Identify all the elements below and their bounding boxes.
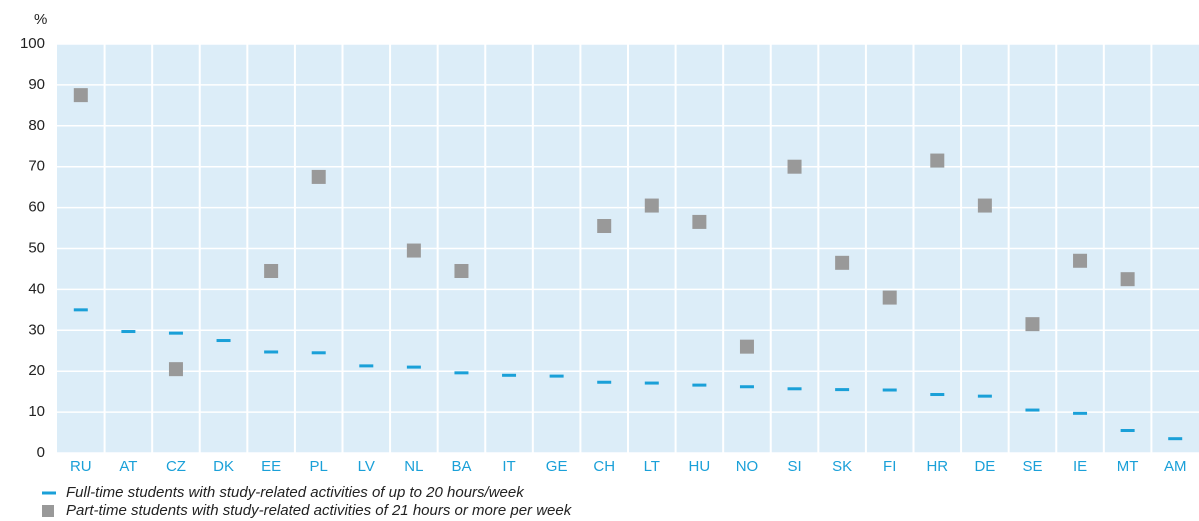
dash-marker: [406, 365, 421, 369]
square-marker: [597, 219, 612, 234]
dash-marker: [264, 350, 279, 354]
x-tick-label: IT: [502, 458, 515, 475]
square-marker: [168, 362, 183, 377]
square-marker: [406, 243, 421, 258]
x-tick-label: NL: [404, 458, 423, 475]
dash-marker: [882, 388, 897, 392]
dash-marker: [311, 351, 326, 355]
x-tick-label: SK: [832, 458, 852, 475]
dash-marker: [1120, 429, 1135, 433]
dash-marker: [121, 330, 136, 334]
x-tick-label: PL: [310, 458, 328, 475]
legend-swatch: [42, 491, 56, 495]
x-tick-label: LT: [644, 458, 660, 475]
square-marker: [1073, 253, 1088, 268]
square-marker: [692, 214, 707, 229]
y-tick-label: 10: [28, 403, 45, 420]
y-tick-label: 80: [28, 117, 45, 134]
x-tick-label: SI: [787, 458, 801, 475]
square-marker: [264, 263, 279, 278]
square-marker: [835, 255, 850, 270]
dash-marker: [502, 373, 517, 377]
square-marker: [739, 339, 754, 354]
y-tick-label: 30: [28, 321, 45, 338]
x-tick-label: SE: [1022, 458, 1042, 475]
dash-marker: [73, 308, 88, 312]
x-tick-label: HR: [926, 458, 948, 475]
square-marker: [882, 290, 897, 305]
y-tick-label: 100: [20, 35, 45, 52]
x-tick-label: BA: [451, 458, 471, 475]
dash-marker: [1073, 411, 1088, 415]
dash-marker: [1168, 437, 1183, 441]
x-tick-label: RU: [70, 458, 92, 475]
dash-marker: [930, 393, 945, 397]
x-tick-label: DK: [213, 458, 234, 475]
dash-marker: [549, 374, 564, 378]
square-marker: [644, 198, 659, 213]
square-marker: [311, 169, 326, 184]
dash-marker: [168, 331, 183, 335]
x-tick-label: EE: [261, 458, 281, 475]
dash-marker: [692, 383, 707, 387]
legend-label: Full-time students with study-related ac…: [66, 484, 525, 501]
dash-marker: [216, 339, 231, 343]
x-tick-label: NO: [736, 458, 759, 475]
y-tick-label: 40: [28, 280, 45, 297]
x-tick-label: HU: [689, 458, 711, 475]
dash-marker: [835, 388, 850, 392]
legend-label: Part-time students with study-related ac…: [66, 502, 573, 519]
legend-swatch: [42, 505, 54, 517]
x-tick-label: AT: [119, 458, 137, 475]
x-tick-label: GE: [546, 458, 568, 475]
dash-marker: [597, 380, 612, 384]
dash-marker: [977, 394, 992, 398]
dash-marker: [454, 371, 469, 375]
square-marker: [454, 263, 469, 278]
square-marker: [1025, 317, 1040, 332]
dash-marker: [644, 381, 659, 385]
y-tick-label: 70: [28, 158, 45, 175]
x-tick-label: IE: [1073, 458, 1087, 475]
y-tick-label: 0: [37, 444, 45, 461]
x-tick-label: CH: [593, 458, 615, 475]
x-tick-label: LV: [358, 458, 375, 475]
dash-marker: [359, 364, 374, 368]
dash-marker: [787, 387, 802, 391]
square-marker: [977, 198, 992, 213]
y-tick-label: 20: [28, 362, 45, 379]
x-tick-label: FI: [883, 458, 896, 475]
y-tick-label: 90: [28, 76, 45, 93]
y-axis-label: %: [34, 11, 47, 28]
x-tick-label: AM: [1164, 458, 1187, 475]
square-marker: [787, 159, 802, 174]
y-tick-label: 60: [28, 199, 45, 216]
dash-marker: [739, 385, 754, 389]
x-tick-label: CZ: [166, 458, 186, 475]
square-marker: [73, 88, 88, 103]
square-marker: [930, 153, 945, 168]
y-tick-label: 50: [28, 239, 45, 256]
x-tick-label: DE: [974, 458, 995, 475]
square-marker: [1120, 272, 1135, 287]
dash-marker: [1025, 408, 1040, 412]
x-tick-label: MT: [1117, 458, 1139, 475]
